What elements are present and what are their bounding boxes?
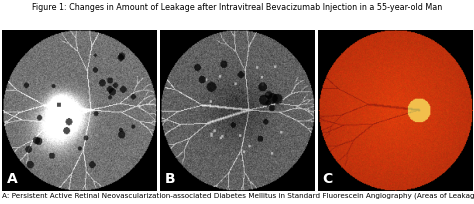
Text: A: Persistent Active Retinal Neovascularization-associated Diabetes Mellitus in : A: Persistent Active Retinal Neovascular… <box>2 192 474 199</box>
Text: A: A <box>7 172 18 186</box>
Text: Figure 1: Changes in Amount of Leakage after Intravitreal Bevacizumab Injection : Figure 1: Changes in Amount of Leakage a… <box>32 3 442 12</box>
Text: B: B <box>165 172 175 186</box>
Text: C: C <box>323 172 333 186</box>
